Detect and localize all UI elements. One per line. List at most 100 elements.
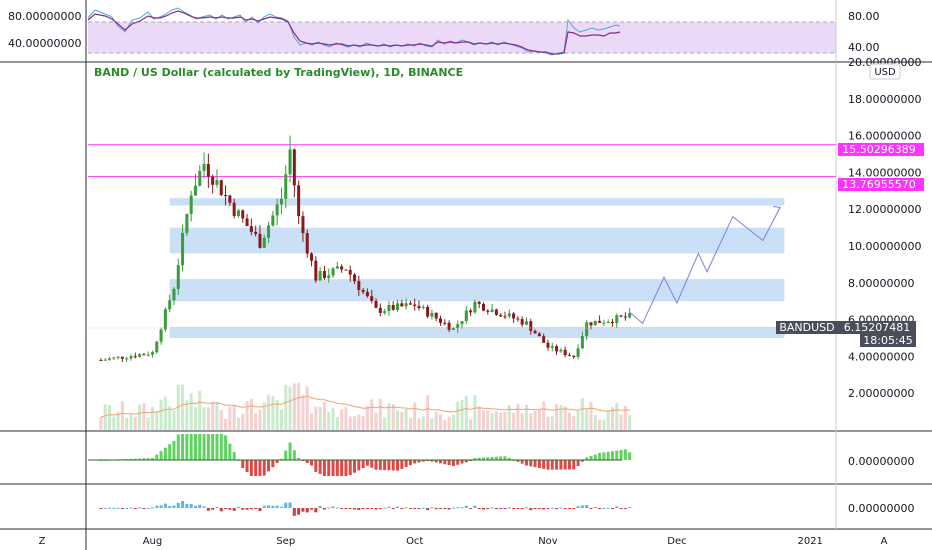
volume-bar — [619, 414, 623, 430]
macd-bar — [327, 460, 331, 476]
last-price-label: 6.15207481 — [844, 321, 910, 334]
macd-bar — [129, 458, 133, 460]
macd-bar — [563, 460, 567, 470]
rsi-left-label-40: 40.00000000 — [8, 37, 81, 50]
volume-bar — [430, 418, 434, 430]
macd-bar — [417, 460, 421, 463]
candle-body — [129, 356, 133, 359]
candle-body — [439, 318, 443, 323]
candle-body — [555, 346, 559, 352]
oscillator-bar — [142, 508, 146, 509]
volume-bar — [469, 419, 473, 430]
symbol-tag-box — [776, 321, 838, 334]
volume-bar — [481, 410, 485, 430]
macd-bar — [331, 460, 335, 476]
oscillator-bar — [168, 506, 172, 508]
oscillator-bar — [344, 508, 348, 509]
rsi-axis-label-80: 80.00 — [848, 10, 880, 23]
oscillator-bar — [533, 508, 537, 509]
oscillator-bar — [224, 508, 228, 509]
oscillator-bar — [370, 508, 374, 510]
volume-bar — [585, 409, 589, 430]
macd-bar — [477, 457, 481, 460]
oscillator-bar — [236, 506, 240, 508]
volume-bar — [378, 398, 382, 430]
oscillator-bar — [172, 505, 176, 508]
oscillator-bar — [138, 507, 142, 509]
oscillator-bar — [400, 508, 404, 509]
oscillator-bar — [249, 508, 253, 510]
volume-bar — [133, 416, 137, 430]
candle-body — [155, 341, 159, 353]
oscillator-bar — [481, 508, 485, 510]
macd-bar — [365, 460, 369, 466]
volume-bar — [507, 404, 511, 430]
candle-body — [99, 360, 103, 362]
currency-badge[interactable]: USD — [869, 63, 901, 80]
candle-body — [344, 269, 348, 271]
volume-bar — [524, 404, 528, 430]
oscillator-bar — [580, 505, 584, 508]
volume-bar — [249, 398, 253, 430]
macd-bar — [567, 460, 571, 470]
macd-bar — [292, 450, 296, 460]
volume-bar — [542, 401, 546, 430]
candle-body — [163, 309, 167, 330]
oscillator-bar — [421, 507, 425, 509]
oscillator-bar — [439, 508, 443, 509]
oscillator-bar — [512, 508, 516, 510]
macd-bar — [310, 460, 314, 466]
macd-bar — [224, 435, 228, 460]
candle-body — [150, 352, 154, 355]
candle-body — [275, 204, 279, 216]
candle-body — [451, 327, 455, 330]
macd-bar — [503, 456, 507, 460]
macd-bar — [546, 460, 550, 470]
macd-bar — [572, 460, 576, 470]
price-tag-line1-box — [838, 143, 924, 156]
oscillator-bar — [112, 507, 116, 509]
symbol-tag-label: BANDUSD — [779, 321, 834, 334]
candle-body — [103, 359, 107, 361]
candle-body — [567, 355, 571, 357]
candle-body — [580, 336, 584, 349]
volume-bar — [288, 386, 292, 430]
volume-bar — [443, 420, 447, 430]
volume-bar — [593, 414, 597, 430]
price-tag-line2-box — [838, 178, 924, 191]
volume-bar — [292, 383, 296, 430]
volume-bar — [327, 412, 331, 430]
countdown-label: 18:05:45 — [863, 334, 912, 347]
candle-body — [623, 316, 627, 318]
time-axis-label: Aug — [143, 536, 163, 547]
price-tag-line2: 13.76955570 — [838, 178, 924, 191]
candle-body — [322, 271, 326, 279]
candle-body — [473, 301, 477, 313]
macd-bar — [176, 434, 180, 460]
candle-body — [125, 358, 129, 360]
oscillator-bar — [331, 506, 335, 508]
volume-bar — [426, 395, 430, 430]
candle-body — [464, 310, 468, 322]
corner-label-left[interactable]: Z — [39, 536, 46, 547]
corner-label-right[interactable]: A — [881, 536, 888, 547]
macd-bar — [163, 447, 167, 460]
volume-bar — [434, 411, 438, 430]
oscillator-bar — [572, 508, 576, 509]
candle-body — [348, 270, 352, 275]
volume-bar — [477, 406, 481, 430]
candle-body — [245, 218, 249, 227]
price-axis-label: 2.00000000 — [848, 387, 914, 400]
oscillator-bar — [503, 508, 507, 509]
volume-bar — [615, 402, 619, 430]
volume-bar — [193, 407, 197, 430]
oscillator-bar — [297, 508, 301, 515]
macd-bar — [189, 434, 193, 460]
volume-bar — [279, 409, 283, 430]
volume-bar — [374, 412, 378, 430]
candle-body — [258, 233, 262, 248]
oscillator-bar — [262, 505, 266, 508]
countdown-tag: 18:05:45 — [860, 334, 916, 347]
macd-bar — [443, 460, 447, 465]
